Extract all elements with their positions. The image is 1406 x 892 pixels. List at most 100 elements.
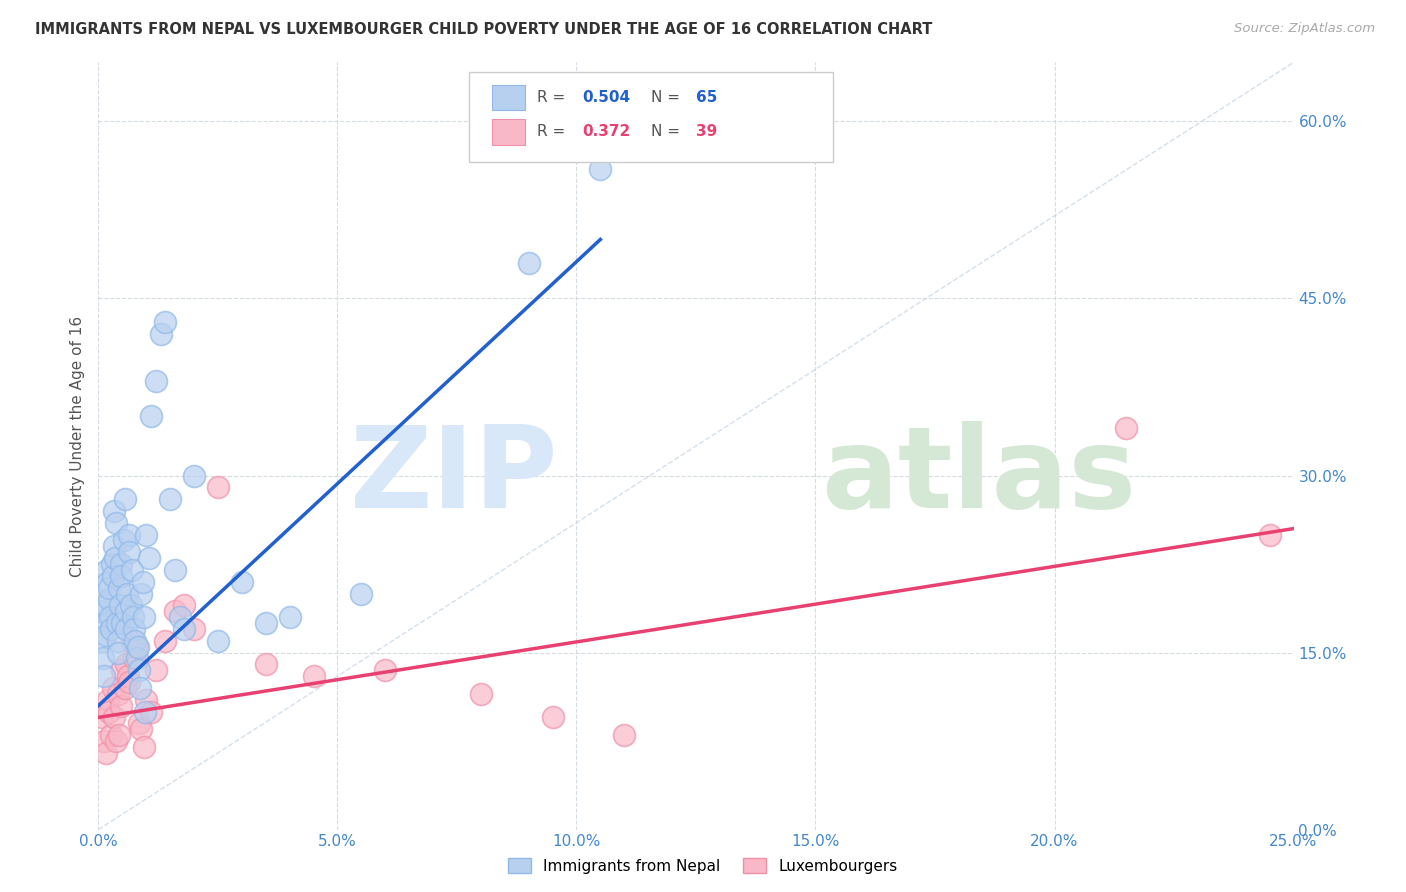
Text: 0.372: 0.372 [582,124,631,139]
Point [115,622,138,636]
Point [105,615,128,630]
Point [374,663,396,677]
Point [118,545,141,559]
Point [107,687,129,701]
Point [254,615,277,630]
Point [163,563,186,577]
Point [1258,527,1281,541]
Point [93,669,115,683]
Point [114,492,136,507]
Point [91,710,114,724]
Point [132,610,155,624]
Point [128,663,150,677]
Point [145,374,167,388]
Point [173,599,195,613]
Point [128,716,150,731]
Point [108,581,131,595]
Point [135,527,157,541]
Point [101,569,124,583]
Text: R =: R = [537,90,571,105]
Point [139,705,162,719]
Point [613,728,636,742]
FancyBboxPatch shape [492,85,524,110]
Point [112,533,135,548]
Point [131,723,153,737]
Point [149,326,172,341]
Point [103,539,125,553]
Point [278,610,301,624]
Point [97,592,120,607]
Point [114,604,136,618]
Point [101,681,124,695]
Point [111,663,134,677]
Point [132,739,155,754]
Point [93,599,115,613]
Point [470,687,492,701]
Point [134,705,156,719]
Point [231,574,253,589]
Point [105,734,128,748]
Point [129,681,152,695]
Point [254,657,277,672]
Point [97,574,120,589]
Text: IMMIGRANTS FROM NEPAL VS LUXEMBOURGER CHILD POVERTY UNDER THE AGE OF 16 CORRELAT: IMMIGRANTS FROM NEPAL VS LUXEMBOURGER CH… [35,22,932,37]
Point [107,633,129,648]
Point [107,646,129,660]
Point [103,504,125,518]
Point [114,681,136,695]
Point [173,622,195,636]
Point [115,586,138,600]
Point [120,599,142,613]
Point [115,657,138,672]
Text: N =: N = [651,124,685,139]
Text: R =: R = [537,124,571,139]
Point [159,492,181,507]
FancyBboxPatch shape [470,71,834,162]
Point [103,710,125,724]
Point [124,622,146,636]
Point [111,615,134,630]
FancyBboxPatch shape [492,120,524,145]
Point [183,622,205,636]
Legend: Immigrants from Nepal, Luxembourgers: Immigrants from Nepal, Luxembourgers [502,852,904,880]
Point [127,640,149,654]
Point [108,599,131,613]
Text: ZIP: ZIP [350,421,558,533]
Point [169,610,191,624]
Point [302,669,325,683]
Point [589,161,612,176]
Text: 39: 39 [696,124,717,139]
Point [124,651,146,665]
Point [91,633,114,648]
Point [124,633,146,648]
Point [94,746,117,760]
Point [121,633,143,648]
Point [105,516,128,530]
Point [135,692,157,706]
Point [108,728,131,742]
Point [93,734,115,748]
Point [163,604,186,618]
Point [110,569,132,583]
Text: 65: 65 [696,90,717,105]
Text: N =: N = [651,90,685,105]
Point [110,698,132,713]
Point [122,610,145,624]
Point [98,705,121,719]
Point [100,728,122,742]
Point [132,574,155,589]
Text: Source: ZipAtlas.com: Source: ZipAtlas.com [1234,22,1375,36]
Point [350,586,373,600]
Point [117,669,139,683]
Y-axis label: Child Poverty Under the Age of 16: Child Poverty Under the Age of 16 [69,316,84,576]
Point [94,628,117,642]
Point [91,651,114,665]
Point [97,692,120,706]
Point [104,551,127,566]
Point [131,586,153,600]
Text: 0.504: 0.504 [582,90,630,105]
Point [121,563,143,577]
Point [101,557,124,571]
Point [1115,421,1137,435]
Point [139,409,162,424]
